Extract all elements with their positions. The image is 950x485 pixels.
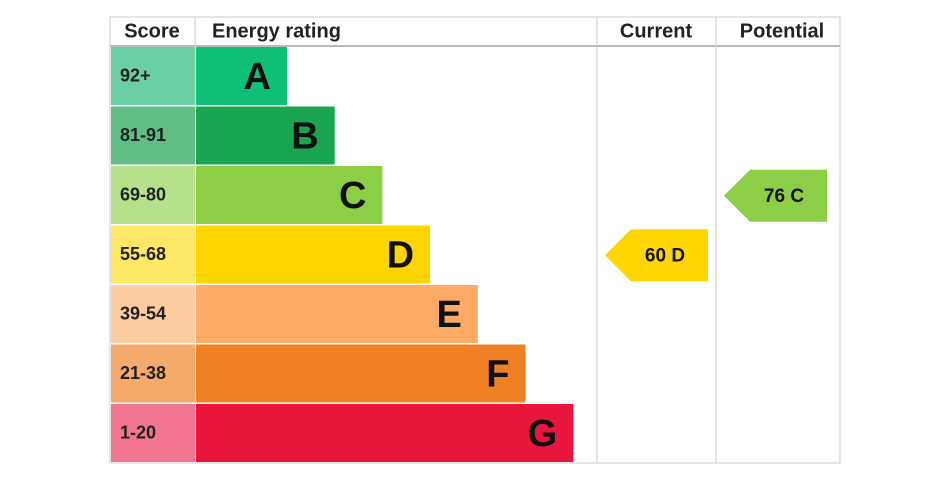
score-cell bbox=[111, 47, 195, 105]
rating-bar bbox=[196, 344, 526, 403]
rating-letter: D bbox=[387, 234, 414, 276]
header: Current bbox=[620, 20, 693, 42]
score-label: 21-38 bbox=[120, 363, 166, 383]
score-cell bbox=[111, 285, 195, 343]
rating-letter: A bbox=[244, 56, 271, 98]
header: Energy rating bbox=[212, 20, 341, 42]
score-cell bbox=[111, 166, 195, 224]
rating-letter: E bbox=[436, 294, 461, 336]
score-label: 55-68 bbox=[120, 244, 166, 264]
score-label: 69-80 bbox=[120, 185, 166, 205]
header: Potential bbox=[740, 20, 824, 42]
current-label: 60 D bbox=[645, 245, 685, 266]
rating-letter: F bbox=[486, 353, 509, 395]
rating-letter: B bbox=[291, 115, 318, 157]
current-arrow bbox=[605, 229, 708, 282]
score-cell bbox=[111, 106, 195, 165]
score-label: 92+ bbox=[120, 66, 151, 86]
rating-bar bbox=[196, 106, 335, 165]
rating-bar bbox=[196, 47, 287, 105]
score-cell bbox=[111, 344, 195, 403]
potential-arrow bbox=[724, 169, 827, 222]
score-cell bbox=[111, 404, 195, 462]
rating-bar bbox=[196, 404, 574, 462]
rating-bar bbox=[196, 166, 383, 224]
potential-label: 76 C bbox=[764, 186, 804, 207]
score-label: 1-20 bbox=[120, 423, 156, 443]
rating-bar bbox=[196, 285, 478, 343]
score-cell bbox=[111, 225, 195, 284]
header: Score bbox=[124, 20, 180, 42]
score-label: 81-91 bbox=[120, 125, 166, 145]
rating-letter: G bbox=[528, 413, 558, 455]
rating-bar bbox=[196, 225, 431, 284]
rating-letter: C bbox=[339, 175, 366, 217]
frame bbox=[109, 16, 841, 464]
score-label: 39-54 bbox=[120, 304, 166, 324]
